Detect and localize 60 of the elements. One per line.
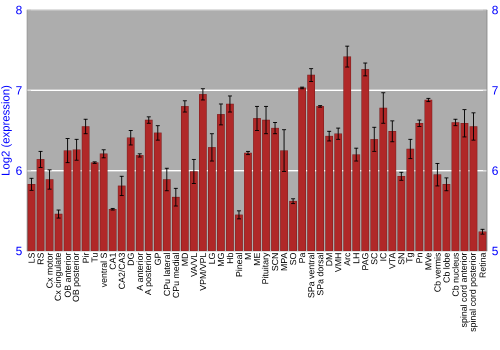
x-tick-label: CA1 xyxy=(110,253,116,270)
x-tick-label: SCN xyxy=(272,253,278,271)
x-tick-label: A anterior xyxy=(136,252,143,291)
x-tick-label: LS xyxy=(28,253,35,263)
x-tick-label: Cb vermis xyxy=(434,252,441,292)
x-tick-label: ventral S xyxy=(100,253,107,288)
x-tick-label: VPM/VPL xyxy=(200,252,206,291)
x-tick-label: DM xyxy=(326,253,332,266)
x-tick-label: DG xyxy=(128,253,134,266)
x-tick-label: OB anterior xyxy=(64,252,71,298)
x-tick-label: Pineal xyxy=(236,253,242,276)
y-tick-label: 8 xyxy=(16,6,22,14)
y2-tick-label: 8 xyxy=(492,6,498,14)
x-tick-label: Arc xyxy=(344,252,350,266)
x-tick-label: LH xyxy=(353,253,360,264)
x-tick-label: MD xyxy=(182,253,188,266)
x-tick-label: SPa ventral xyxy=(308,253,314,298)
y-tick-label: 5 xyxy=(16,246,22,256)
x-tick-label: Cb nucleus xyxy=(452,252,459,296)
x-tick-label: CA2/CA3 xyxy=(118,252,125,289)
x-tick-label: IC xyxy=(380,252,386,261)
x-tick-label: CPu medial xyxy=(172,253,180,298)
x-tick-label: MVe xyxy=(425,252,432,270)
x-tick-label: LG xyxy=(208,253,216,264)
x-tick-label: spinal cord anterior xyxy=(460,252,469,328)
x-tick-label: Cb lobe xyxy=(443,253,450,282)
x-tick-label: Cx cingulate xyxy=(54,253,63,301)
x-tick-label: MPA xyxy=(281,252,288,270)
x-tick-label: spinal cord posterior xyxy=(469,252,478,332)
x-tick-label: MG xyxy=(218,253,224,266)
x-tick-label: Retina xyxy=(479,252,486,278)
x-tick-label: GP xyxy=(154,253,161,265)
y-tick-label: 6 xyxy=(16,166,22,175)
x-tick-label: CPu lateral xyxy=(164,253,170,296)
x-tick-label: Tu xyxy=(92,253,98,262)
x-tick-label: VMH xyxy=(335,253,342,272)
x-tick-label: SN xyxy=(398,253,404,264)
y2-tick-label: 5 xyxy=(492,246,498,256)
x-tick-label: SO xyxy=(290,253,296,265)
x-tick-label: Pituitary xyxy=(262,252,270,284)
x-tick-label: Hb xyxy=(226,252,234,264)
x-tick-label: Tg xyxy=(406,253,414,263)
y-tick-label: 7 xyxy=(16,86,22,94)
x-tick-label: SC xyxy=(371,252,378,264)
x-tick-label: Pa xyxy=(299,252,306,263)
x-tick-label: VTA xyxy=(389,252,396,270)
x-tick-label: A posterior xyxy=(144,252,153,296)
x-tick-label: SPa dorsal xyxy=(316,253,324,296)
x-tick-label: OB posterior xyxy=(72,252,81,302)
x-tick-label: M xyxy=(244,253,252,260)
x-tick-label: ME xyxy=(254,252,260,266)
y2-tick-label: 6 xyxy=(492,166,498,175)
x-tick-label: Pn xyxy=(416,253,422,263)
x-tick-label: Pir xyxy=(82,252,89,263)
x-tick-label: VA/VL xyxy=(190,252,198,277)
x-tick-label: Cx motor xyxy=(46,252,53,288)
x-tick-label: RS xyxy=(37,253,44,264)
y2-tick-label: 7 xyxy=(492,86,498,94)
y-axis-title: Log2 (expression) xyxy=(1,86,12,175)
x-tick-label: PAG xyxy=(362,253,368,270)
